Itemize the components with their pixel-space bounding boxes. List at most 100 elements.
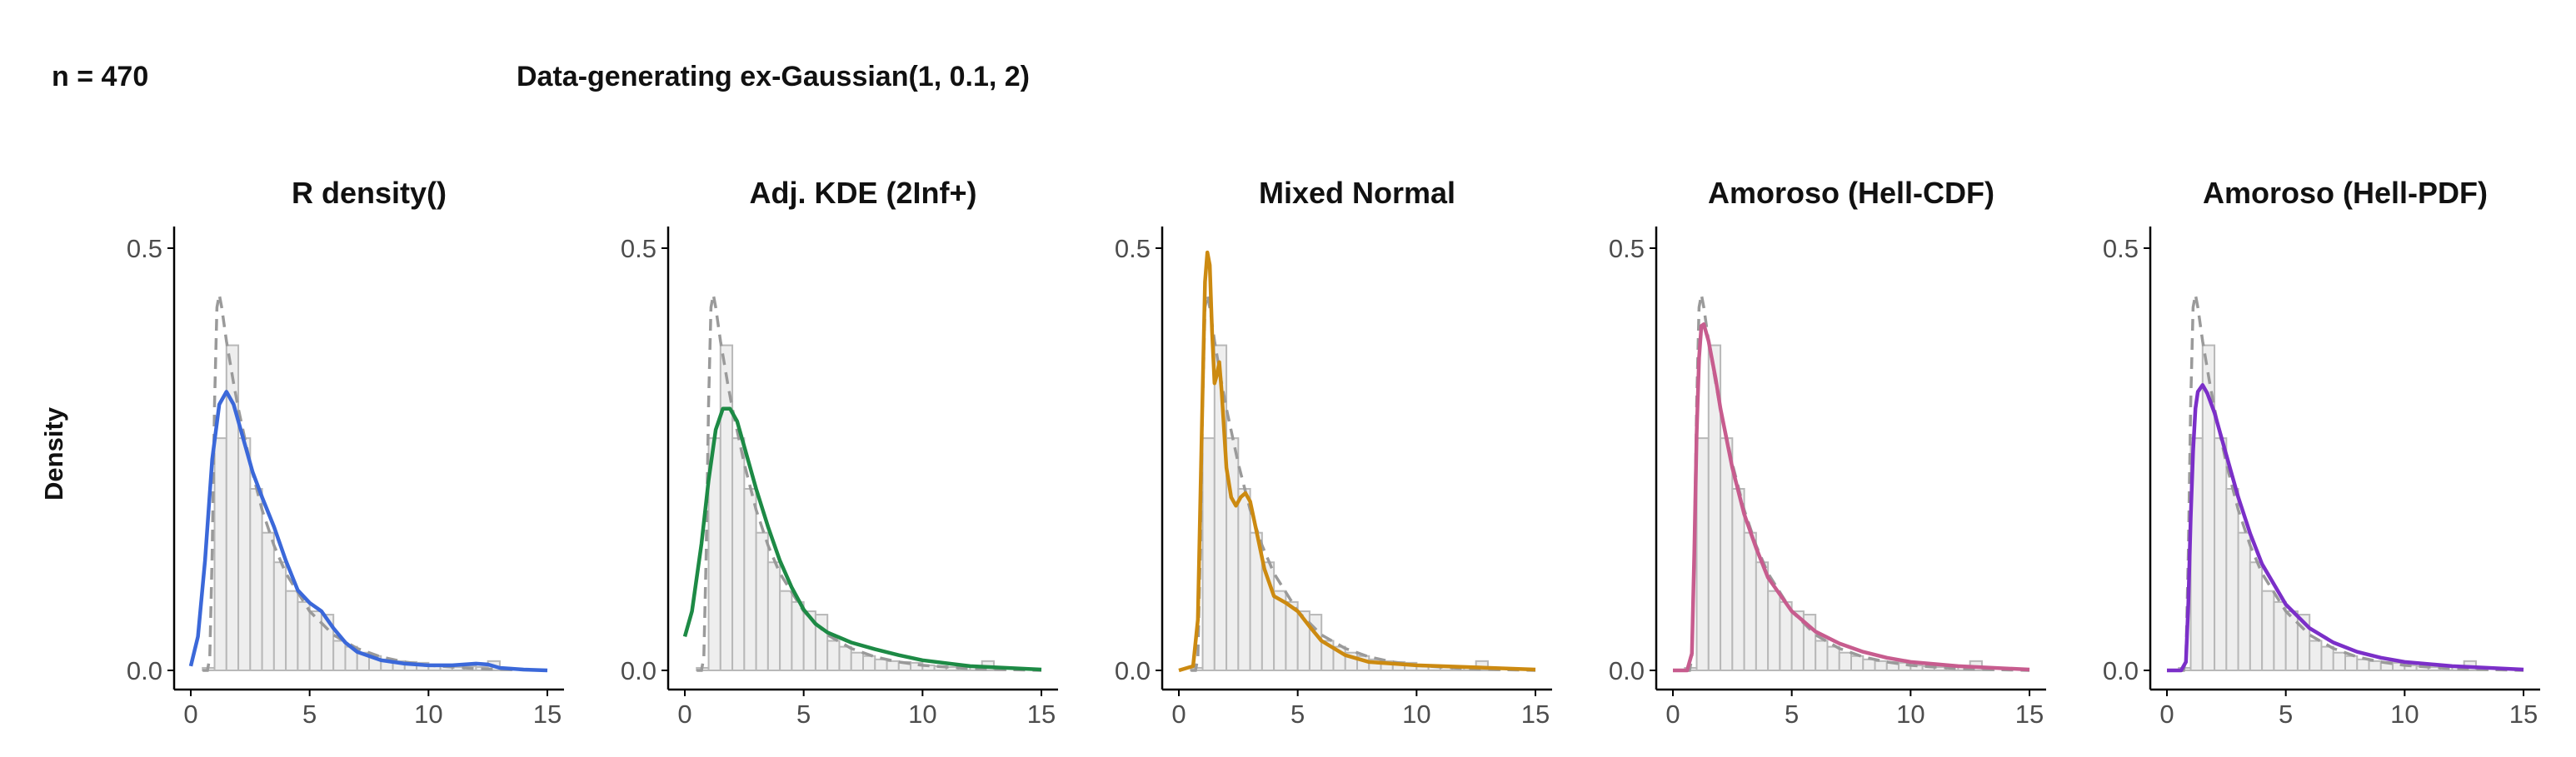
panel-4-estimate-line [1673, 322, 2030, 673]
panel-3-title: Mixed Normal [1259, 176, 1455, 210]
panel-5-x-tick-label: 15 [2509, 700, 2538, 729]
sample-size-label: n = 470 [52, 61, 148, 92]
panel-1-hist-bar [237, 437, 252, 672]
panel-1-y-tick-label: 0.0 [127, 656, 162, 685]
panel-3-x-tick-label: 0 [1171, 700, 1186, 729]
panel-5-hist-bar [2344, 655, 2359, 672]
panel-2-hist-bar [838, 645, 852, 671]
panel-2-title: Adj. KDE (2Inf+) [749, 176, 976, 210]
panel-3-x-tick-label: 15 [1521, 700, 1550, 729]
panel-4-hist-bar [1826, 645, 1840, 671]
panel-3-estimate-line [1178, 250, 1536, 673]
panel-2-hist-bar [850, 651, 865, 671]
panel-4-title: Amoroso (Hell-CDF) [1708, 176, 1994, 210]
panel-1-hist-bar [308, 610, 322, 672]
panel-3-x-tick-label: 5 [1290, 700, 1305, 729]
panel-4-hist-bar [1779, 600, 1793, 672]
panel-4-x-tick-label: 10 [1896, 700, 1925, 729]
panel-5-x-tick-label: 0 [2159, 700, 2174, 729]
panel-1-x-tick-label: 5 [302, 700, 317, 729]
panel-1-x-tick-label: 0 [183, 700, 197, 729]
panel-4-hist-bar [1862, 658, 1876, 671]
panel-2-hist-bar [779, 590, 793, 672]
panel-1-estimate-line [188, 390, 548, 673]
panel-1-y-tick-label: 0.5 [127, 234, 162, 263]
panel-5-hist-bar [2309, 640, 2323, 672]
panels: R density() 0.0 0.5 0 5 10 15 Adj. KDE (2Inf+) 0… [127, 176, 2540, 729]
panel-2-x-tick-label: 15 [1027, 700, 1056, 729]
panel-2-y-tick-label: 0.5 [621, 234, 656, 263]
panel-4-hist-bar [1850, 655, 1865, 672]
panel-4-hist-bar [1767, 590, 1781, 672]
panel-1-title: R density() [292, 176, 447, 210]
panel-2-hist-bar [826, 640, 841, 672]
panel-4-y-tick-label: 0.5 [1609, 234, 1645, 263]
panel-2-hist-bar [791, 600, 805, 672]
panel-5-y-tick-label: 0.0 [2103, 656, 2139, 685]
panel-1: R density() 0.0 0.5 0 5 10 15 [127, 176, 564, 729]
panel-2-estimate-line [682, 406, 1042, 672]
panel-4-hist-bar [1695, 437, 1710, 672]
panel-4-hist-bar [1743, 531, 1757, 672]
figure-title: Data-generating ex-Gaussian(1, 0.1, 2) [517, 61, 1030, 92]
panel-2-true-density [696, 294, 1042, 672]
panel-2-hist-bar [743, 487, 757, 671]
panel-4-hist-bar [1731, 487, 1745, 671]
panel-5-hist-bar [2214, 437, 2228, 672]
panel-1-hist-bar [261, 531, 275, 672]
panel-5-hist-bar [2284, 610, 2299, 672]
panel-5-hist-bar [2356, 658, 2370, 671]
panel-5-title: Amoroso (Hell-PDF) [2203, 176, 2488, 210]
panel-5-estimate-line [2167, 383, 2524, 673]
panel-4-hist-bar [1815, 640, 1829, 672]
panel-5-x-tick-label: 5 [2279, 700, 2293, 729]
panel-4-x-tick-label: 15 [2015, 700, 2044, 729]
panel-1-x-tick-label: 15 [533, 700, 562, 729]
panel-5-hist-bar [2225, 487, 2239, 671]
panel-2-x-tick-label: 5 [796, 700, 811, 729]
y-axis-label: Density [39, 406, 68, 501]
panel-2-hist-bar [886, 660, 900, 672]
panel-2-x-tick-label: 0 [677, 700, 691, 729]
panel-4-x-tick-label: 0 [1665, 700, 1680, 729]
panel-5-y-tick-label: 0.5 [2103, 234, 2139, 263]
panel-2-hist-bar [731, 437, 746, 672]
panel-5-hist-bar [2261, 590, 2275, 672]
panel-3-hist-bar [1201, 437, 1216, 672]
panel-1-hist-bar [332, 640, 347, 672]
panel-2-hist-bar [755, 531, 769, 672]
panel-1-x-tick-label: 10 [414, 700, 442, 729]
panel-1-hist-bar [272, 561, 287, 672]
panel-4-hist-bar [1720, 437, 1734, 672]
panel-5-hist-bar [2237, 531, 2251, 672]
panel-2-x-tick-label: 10 [908, 700, 936, 729]
panel-2-hist-bar [862, 655, 876, 672]
panel-4-hist-bar [1755, 561, 1770, 672]
panel-5-hist-bar [2273, 600, 2287, 672]
panel-4-x-tick-label: 5 [1785, 700, 1799, 729]
panel-1-hist-bar [213, 437, 227, 672]
panel-5: Amoroso (Hell-PDF) 0.0 0.5 0 5 10 15 [2103, 176, 2540, 729]
panel-4-hist-bar [1838, 651, 1853, 671]
panel-4-hist-bar [1874, 660, 1888, 672]
panel-3-x-tick-label: 10 [1402, 700, 1430, 729]
panel-3-hist-bar [1237, 487, 1251, 671]
panel-2-hist-bar [874, 658, 888, 671]
panel-2: Adj. KDE (2Inf+) 0.0 0.5 0 5 10 15 [621, 176, 1058, 729]
panel-5-x-tick-label: 10 [2390, 700, 2419, 729]
panel-4-y-tick-label: 0.0 [1609, 656, 1645, 685]
panel-2-y-tick-label: 0.0 [621, 656, 656, 685]
panel-3: Mixed Normal 0.0 0.5 0 5 10 15 [1115, 176, 1552, 729]
panel-4: Amoroso (Hell-CDF) 0.0 0.5 0 5 10 15 [1609, 176, 2046, 729]
panel-5-true-density [2179, 294, 2524, 672]
panel-5-hist-bar [2368, 660, 2382, 672]
panel-5-hist-bar [2320, 645, 2334, 671]
panel-1-hist-bar [297, 600, 311, 672]
panel-5-hist-bar [2249, 561, 2264, 672]
panel-5-hist-bar [2332, 651, 2347, 671]
panel-1-hist-bar [285, 590, 299, 672]
panel-3-y-tick-label: 0.5 [1115, 234, 1151, 263]
panel-1-hist-bar [249, 487, 263, 671]
panel-3-y-tick-label: 0.0 [1115, 656, 1151, 685]
